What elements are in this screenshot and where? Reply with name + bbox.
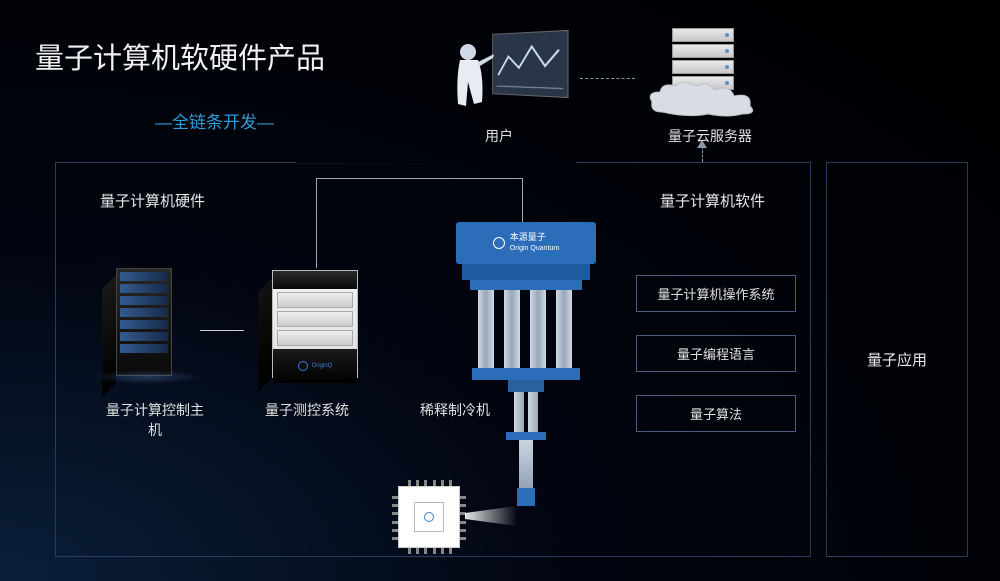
scientist-icon: [450, 42, 494, 120]
conn-v2: [522, 178, 523, 222]
user-label: 用户: [485, 126, 513, 146]
origin-logo-text: OriginQ: [312, 363, 333, 369]
origin-logo-icon: [298, 361, 308, 371]
dash-cloud-down: [702, 146, 703, 162]
chip-logo-icon: [424, 512, 434, 522]
software-box-algo: 量子算法: [636, 395, 796, 432]
hardware-section-label: 量子计算机硬件: [100, 190, 205, 211]
fridge-label: 稀释制冷机: [410, 400, 490, 420]
workstation-screen-icon: [492, 30, 568, 98]
fridge-brand-en: Origin Quantum: [510, 245, 559, 252]
conn-h1: [316, 178, 522, 179]
dash-user-cloud: [580, 78, 635, 79]
fridge-illustration: 本源量子 Origin Quantum: [456, 222, 596, 522]
fridge-brand-cn: 本源量子: [510, 232, 546, 242]
software-box-lang: 量子编程语言: [636, 335, 796, 372]
quantum-chip-illustration: [398, 486, 460, 548]
control-host-illustration: [102, 268, 187, 378]
apply-label: 量子应用: [867, 349, 927, 370]
control-host-label: 量子计算控制主机: [100, 400, 210, 440]
fridge-logo-icon: [493, 237, 505, 249]
arrow-up-icon: [697, 140, 707, 148]
measurement-illustration: OriginQ: [258, 270, 363, 378]
cloud-server-illustration: [648, 28, 758, 118]
conn-v1: [316, 178, 317, 268]
application-box: 量子应用: [826, 162, 968, 557]
software-section-label: 量子计算机软件: [660, 190, 765, 211]
software-box-os: 量子计算机操作系统: [636, 275, 796, 312]
cloud-label: 量子云服务器: [668, 126, 752, 146]
user-illustration: [440, 32, 570, 122]
cloud-icon: [648, 82, 758, 118]
page-title: 量子计算机软硬件产品: [35, 35, 325, 77]
measurement-label: 量子测控系统: [262, 400, 352, 420]
connector-rack-meas: [200, 330, 244, 331]
page-subtitle: —全链条开发—: [155, 108, 274, 133]
